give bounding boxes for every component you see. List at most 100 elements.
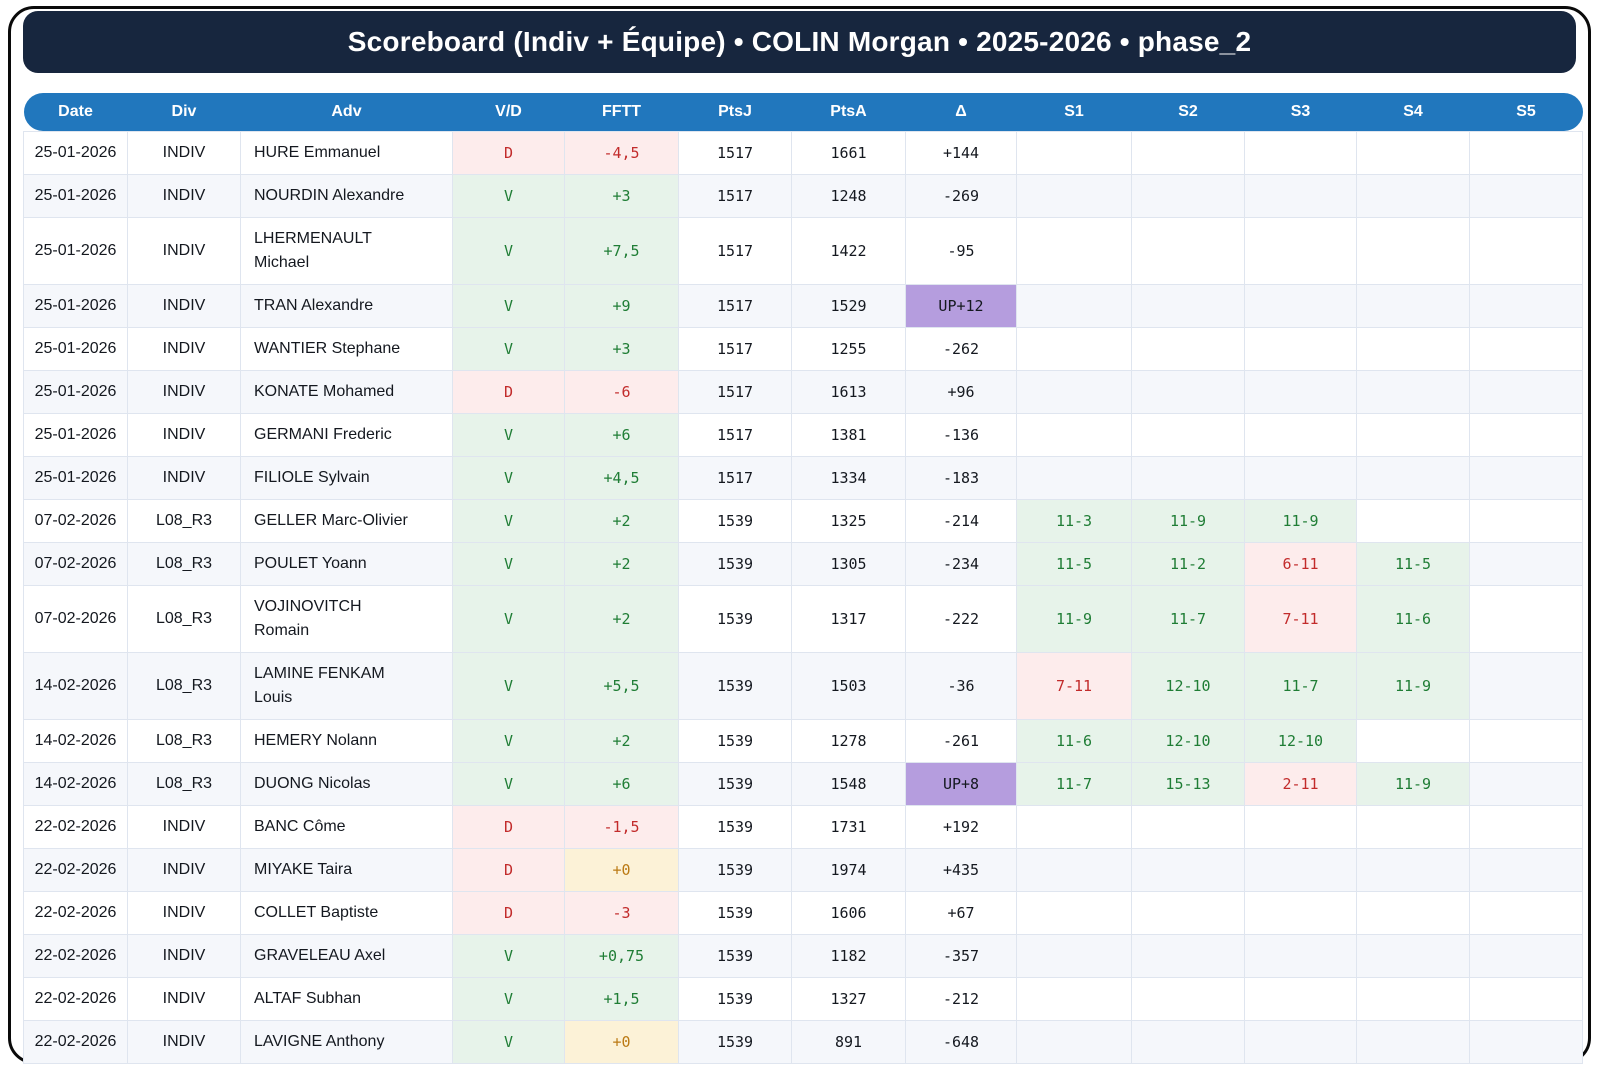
cell-fftt-points: -4,5 (564, 130, 679, 175)
cell-set-3: 11-7 (1244, 651, 1357, 720)
cell-win-loss: V (452, 541, 565, 586)
cell-date: 25-01-2026 (23, 216, 128, 285)
table-row: 14-02-2026 L08_R3 HEMERY Nolann V +2 1539 1278… (23, 718, 1583, 763)
cell-delta: +192 (905, 804, 1017, 849)
cell-win-loss: V (452, 455, 565, 500)
cell-set-4 (1356, 130, 1470, 175)
table-row: 22-02-2026 INDIV ALTAF Subhan V +1,5 1539 1327… (23, 976, 1583, 1021)
cell-set-3: 12-10 (1244, 718, 1357, 763)
cell-set-3 (1244, 1019, 1357, 1064)
cell-set-2: 15-13 (1131, 761, 1245, 806)
cell-division: L08_R3 (127, 651, 241, 720)
cell-points-adversary: 1503 (791, 651, 906, 720)
cell-set-2 (1131, 804, 1245, 849)
cell-set-5 (1469, 761, 1583, 806)
cell-fftt-points: +4,5 (564, 455, 679, 500)
table-row: 25-01-2026 INDIV LHERMENAULT Michael V +7,5 1… (23, 216, 1583, 285)
cell-win-loss: V (452, 1019, 565, 1064)
cell-set-5 (1469, 584, 1583, 653)
cell-points-adversary: 1529 (791, 283, 906, 328)
cell-fftt-points: +1,5 (564, 976, 679, 1021)
cell-win-loss: D (452, 847, 565, 892)
cell-delta: +435 (905, 847, 1017, 892)
cell-date: 25-01-2026 (23, 326, 128, 371)
cell-set-3: 2-11 (1244, 761, 1357, 806)
cell-points-player: 1539 (678, 847, 792, 892)
table-row: 25-01-2026 INDIV FILIOLE Sylvain V +4,5 1517 1… (23, 455, 1583, 500)
cell-adversary: ALTAF Subhan (240, 976, 453, 1021)
cell-set-4 (1356, 976, 1470, 1021)
cell-division: INDIV (127, 283, 241, 328)
cell-set-3 (1244, 804, 1357, 849)
cell-set-3 (1244, 216, 1357, 285)
cell-delta: UP+12 (905, 283, 1017, 328)
cell-adversary: HEMERY Nolann (240, 718, 453, 763)
column-header-v-d: V/D (452, 93, 565, 131)
table-row: 22-02-2026 INDIV COLLET Baptiste D -3 1539 160… (23, 890, 1583, 935)
cell-adversary: LAVIGNE Anthony (240, 1019, 453, 1064)
cell-fftt-points: +0,75 (564, 933, 679, 978)
cell-division: L08_R3 (127, 718, 241, 763)
cell-set-4 (1356, 173, 1470, 218)
cell-fftt-points: +0 (564, 1019, 679, 1064)
cell-set-1 (1016, 130, 1132, 175)
cell-set-5 (1469, 541, 1583, 586)
cell-delta: -234 (905, 541, 1017, 586)
cell-win-loss: D (452, 369, 565, 414)
cell-date: 25-01-2026 (23, 130, 128, 175)
cell-win-loss: V (452, 216, 565, 285)
cell-set-3 (1244, 847, 1357, 892)
scoreboard-table: Date Div Adv V/D FFTT PtsJ PtsA Δ S1 S2 S3 S4 S5 25-… (23, 93, 1583, 1064)
cell-division: INDIV (127, 173, 241, 218)
cell-set-3 (1244, 173, 1357, 218)
cell-set-2 (1131, 933, 1245, 978)
cell-adversary: BANC Côme (240, 804, 453, 849)
cell-points-player: 1517 (678, 326, 792, 371)
cell-fftt-points: +3 (564, 326, 679, 371)
column-header-s1: S1 (1016, 93, 1132, 131)
cell-set-4 (1356, 933, 1470, 978)
cell-points-adversary: 1606 (791, 890, 906, 935)
cell-delta: -136 (905, 412, 1017, 457)
cell-fftt-points: -1,5 (564, 804, 679, 849)
cell-set-3 (1244, 130, 1357, 175)
cell-set-4 (1356, 412, 1470, 457)
cell-set-5 (1469, 847, 1583, 892)
table-row: 22-02-2026 INDIV BANC Côme D -1,5 1539 1731 +19… (23, 804, 1583, 849)
cell-date: 22-02-2026 (23, 804, 128, 849)
cell-adversary: POULET Yoann (240, 541, 453, 586)
cell-set-5 (1469, 718, 1583, 763)
cell-date: 07-02-2026 (23, 541, 128, 586)
cell-set-1 (1016, 847, 1132, 892)
column-header-div: Div (127, 93, 241, 131)
cell-date: 25-01-2026 (23, 283, 128, 328)
cell-fftt-points: +5,5 (564, 651, 679, 720)
cell-fftt-points: +6 (564, 761, 679, 806)
scoreboard: Date Div Adv V/D FFTT PtsJ PtsA Δ S1 S2 S3 S4 S5 25-… (23, 93, 1583, 1064)
cell-set-4: 11-9 (1356, 651, 1470, 720)
cell-delta: UP+8 (905, 761, 1017, 806)
cell-set-1 (1016, 1019, 1132, 1064)
cell-set-2 (1131, 130, 1245, 175)
cell-win-loss: D (452, 890, 565, 935)
table-row: 25-01-2026 INDIV GERMANI Frederic V +6 1517 13… (23, 412, 1583, 457)
cell-set-5 (1469, 283, 1583, 328)
cell-set-1 (1016, 933, 1132, 978)
page-frame: Scoreboard (Indiv + Équipe) • COLIN Morg… (8, 6, 1591, 1064)
cell-adversary: NOURDIN Alexandre (240, 173, 453, 218)
cell-win-loss: V (452, 498, 565, 543)
table-row: 25-01-2026 INDIV KONATE Mohamed D -6 1517 1613… (23, 369, 1583, 414)
cell-points-player: 1517 (678, 216, 792, 285)
cell-delta: -269 (905, 173, 1017, 218)
column-header-ptsa: PtsA (791, 93, 906, 131)
cell-set-3 (1244, 326, 1357, 371)
cell-date: 25-01-2026 (23, 412, 128, 457)
cell-set-5 (1469, 1019, 1583, 1064)
cell-set-4 (1356, 804, 1470, 849)
cell-set-1 (1016, 173, 1132, 218)
cell-set-2: 11-7 (1131, 584, 1245, 653)
cell-fftt-points: -6 (564, 369, 679, 414)
cell-win-loss: V (452, 173, 565, 218)
cell-set-5 (1469, 216, 1583, 285)
cell-set-2: 11-9 (1131, 498, 1245, 543)
